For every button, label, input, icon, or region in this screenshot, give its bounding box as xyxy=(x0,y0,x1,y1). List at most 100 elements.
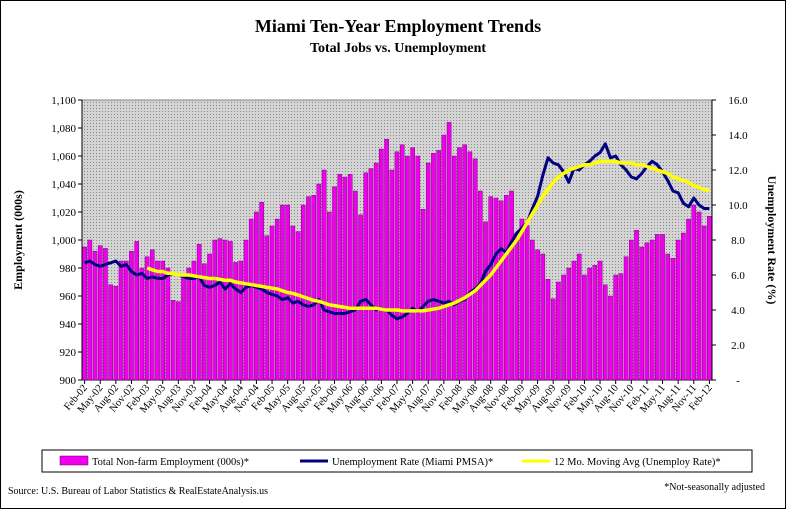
bar xyxy=(649,239,655,381)
bar xyxy=(509,190,514,381)
bar xyxy=(691,204,697,381)
bar xyxy=(446,122,452,381)
y-tick-label: 1,100 xyxy=(51,95,76,107)
bar xyxy=(462,144,467,381)
bar xyxy=(342,176,348,381)
legend-box xyxy=(41,449,753,473)
y2-tick-label: 10.0 xyxy=(728,200,748,212)
y2-tick-label: - xyxy=(736,375,740,387)
bar xyxy=(238,260,244,381)
y-tick-label: 980 xyxy=(60,263,77,275)
bar xyxy=(347,173,353,381)
bar xyxy=(311,194,316,381)
y2-tick-label: 4.0 xyxy=(731,305,745,317)
bar xyxy=(634,229,639,381)
bar xyxy=(139,267,145,381)
bar xyxy=(545,279,551,381)
bar xyxy=(420,208,426,381)
y-tick-label: 1,080 xyxy=(51,123,76,135)
line xyxy=(146,159,710,313)
bar xyxy=(321,169,327,381)
legend-label: Unemployment Rate (Miami PMSA)* xyxy=(332,457,493,468)
bar xyxy=(524,225,530,381)
bar xyxy=(113,286,119,381)
bar xyxy=(332,186,337,381)
bar xyxy=(493,197,499,381)
bar xyxy=(488,196,494,381)
bar xyxy=(379,148,384,381)
bar xyxy=(660,234,665,381)
bar xyxy=(269,225,275,381)
bar xyxy=(248,218,254,381)
bar xyxy=(202,263,207,381)
y-tick-label: 920 xyxy=(60,347,77,359)
bar xyxy=(686,218,691,381)
bar xyxy=(170,300,176,381)
line xyxy=(84,142,710,321)
bar xyxy=(613,274,618,381)
bar xyxy=(243,239,249,381)
bar xyxy=(87,239,93,381)
y2-axis-label: Unemployment Rate (%) xyxy=(765,176,779,305)
bar xyxy=(389,169,395,381)
note: *Not-seasonally adjusted xyxy=(664,482,765,493)
bar xyxy=(196,243,202,381)
bar xyxy=(592,265,598,381)
bar xyxy=(561,274,566,381)
y-tick-label: 1,000 xyxy=(51,235,76,247)
bar xyxy=(576,253,582,381)
y-axis-label: Employment (000s) xyxy=(11,190,25,290)
bar xyxy=(644,242,650,381)
bar xyxy=(92,250,98,381)
y-tick-label: 960 xyxy=(60,291,77,303)
bar xyxy=(363,172,369,381)
bar xyxy=(82,246,87,381)
bar xyxy=(399,144,405,381)
bar xyxy=(582,274,587,381)
bar xyxy=(353,190,358,381)
bar xyxy=(556,281,561,381)
bar xyxy=(295,231,301,381)
bar xyxy=(467,151,473,381)
y2-tick-label: 12.0 xyxy=(728,165,748,177)
legend-label: 12 Mo. Moving Avg (Unemploy Rate)* xyxy=(554,457,721,468)
bar xyxy=(368,168,374,381)
bar xyxy=(623,256,629,381)
bar xyxy=(155,260,160,381)
bar xyxy=(207,253,212,381)
bar xyxy=(441,134,447,381)
bar xyxy=(327,211,332,381)
bar xyxy=(222,239,228,381)
bar xyxy=(384,138,389,381)
bar xyxy=(415,155,421,381)
bar xyxy=(306,196,311,381)
legend-swatch xyxy=(59,455,89,466)
y2-tick-label: 14.0 xyxy=(728,130,748,142)
bar xyxy=(118,260,124,381)
bar xyxy=(571,260,577,381)
bar xyxy=(472,158,478,381)
bar xyxy=(618,273,624,381)
legend-label: Total Non-farm Employment (000s)* xyxy=(92,457,249,468)
bar xyxy=(457,147,462,381)
y-tick-label: 900 xyxy=(60,375,77,387)
bar xyxy=(602,284,608,381)
bar xyxy=(629,239,634,381)
bar xyxy=(358,214,363,381)
bar xyxy=(186,267,192,381)
bar xyxy=(233,262,238,381)
bar xyxy=(597,260,603,381)
y-tick-label: 1,060 xyxy=(51,151,76,163)
bar xyxy=(498,200,504,381)
bar xyxy=(701,225,707,381)
bar xyxy=(696,211,702,381)
bar xyxy=(176,301,181,381)
y2-tick-label: 16.0 xyxy=(728,95,748,107)
bar xyxy=(165,267,171,381)
bar xyxy=(566,267,572,381)
y-tick-label: 1,040 xyxy=(51,179,76,191)
chart-title: Miami Ten-Year Employment Trends xyxy=(255,16,541,36)
bar xyxy=(514,232,520,381)
y-tick-label: 1,020 xyxy=(51,207,76,219)
